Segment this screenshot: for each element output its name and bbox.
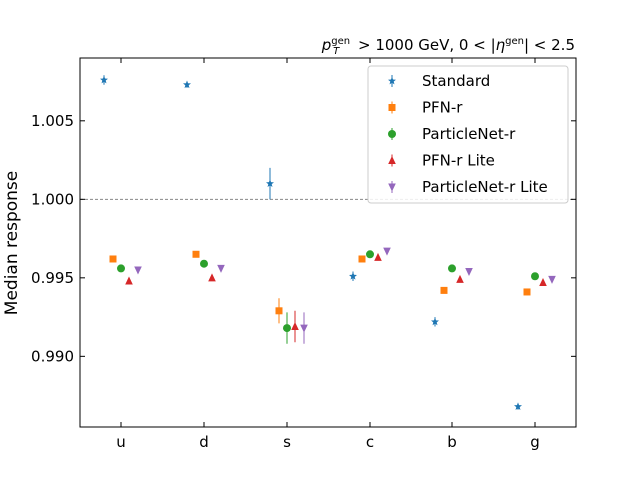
data-point — [291, 322, 299, 331]
legend: Standard PFN-r ParticleNet-r PFN-r Lite Part… — [367, 65, 569, 204]
x-tick-label: b — [447, 433, 457, 451]
data-point — [465, 268, 473, 277]
data-point — [134, 266, 142, 275]
data-point — [192, 250, 200, 258]
data-point — [300, 324, 308, 333]
data-point — [208, 273, 216, 282]
x-tick-label: c — [366, 433, 374, 451]
y-axis-title: Median response — [2, 171, 22, 315]
data-point — [383, 247, 391, 256]
data-point — [217, 264, 225, 273]
data-point — [523, 288, 531, 296]
y-tick-label: 0.990 — [31, 347, 74, 365]
data-point — [374, 252, 382, 261]
x-tick-label: d — [199, 433, 209, 451]
legend-label: PFN-r — [422, 99, 463, 117]
data-point — [539, 278, 547, 287]
legend-marker — [388, 104, 396, 111]
data-point — [125, 276, 133, 285]
data-point — [366, 250, 374, 259]
data-point — [100, 75, 108, 84]
data-point — [183, 80, 191, 89]
chart-title: pgen T > 1000 GeV, 0 < |ηgen| < 2.5 — [321, 36, 575, 57]
data-point — [109, 255, 117, 263]
legend-label: Standard — [422, 72, 490, 90]
data-point — [448, 264, 456, 273]
legend-marker — [388, 156, 396, 164]
data-point — [456, 274, 464, 283]
legend-label: PFN-r Lite — [422, 152, 495, 170]
data-point — [440, 286, 448, 294]
data-point — [200, 259, 208, 268]
x-tick-label: u — [116, 433, 126, 451]
data-point — [431, 317, 439, 326]
legend-marker — [388, 183, 396, 192]
legend-label: ParticleNet-r Lite — [422, 178, 548, 196]
data-point — [266, 179, 274, 188]
data-point — [548, 275, 556, 284]
legend-box — [367, 65, 569, 204]
plot-area: 0.990 0.995 1.000 1.005 u d s c b g — [31, 57, 577, 451]
data-point — [117, 264, 125, 273]
y-tick-label: 0.995 — [31, 269, 74, 287]
data-point — [283, 324, 291, 333]
data-point — [349, 272, 357, 280]
data-point — [514, 402, 522, 410]
legend-marker — [388, 130, 396, 138]
y-tick-label: 1.005 — [31, 112, 74, 130]
data-point — [358, 255, 366, 263]
x-tick-label: s — [283, 433, 291, 451]
y-tick-label: 1.000 — [31, 190, 74, 208]
legend-label: ParticleNet-r — [422, 125, 516, 143]
data-point — [275, 307, 283, 315]
legend-marker — [388, 76, 396, 85]
data-point — [531, 272, 539, 281]
x-tick-label: g — [530, 433, 540, 451]
axes-frame — [79, 57, 577, 428]
